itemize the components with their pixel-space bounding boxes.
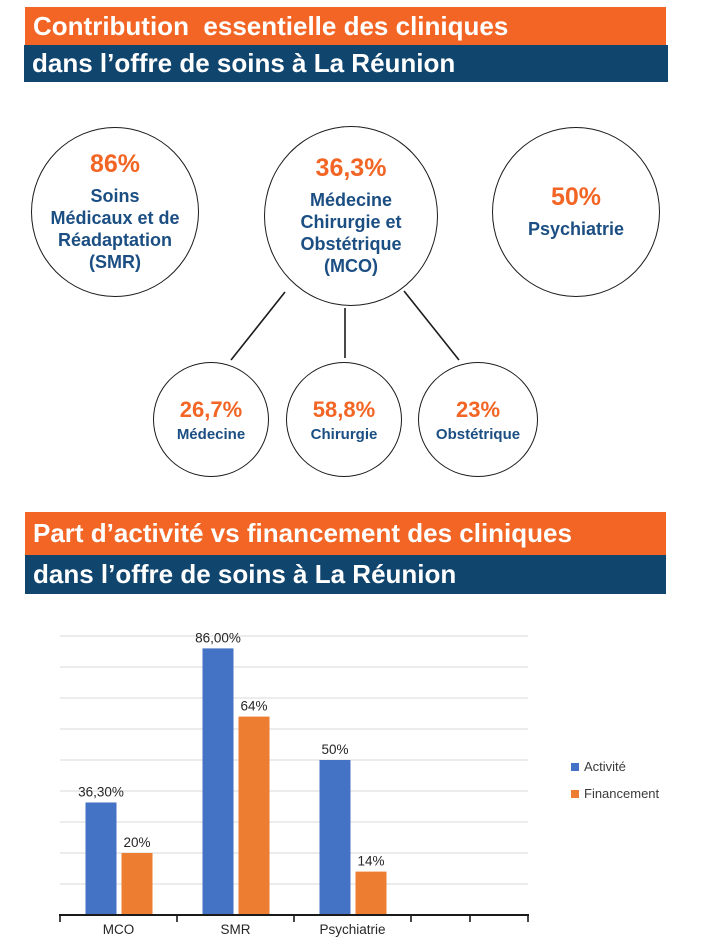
circle-mco: 36,3% Médecine Chirurgie et Obstétrique … xyxy=(264,126,438,306)
legend-swatch-financement xyxy=(571,790,579,798)
circle-obstetrique: 23% Obstétrique xyxy=(418,362,538,477)
bar-label-financement-smr: 64% xyxy=(240,699,267,714)
circle-chirurgie: 58,8% Chirurgie xyxy=(286,362,402,477)
circle-mco-value: 36,3% xyxy=(315,154,387,183)
circle-psychiatrie-value: 50% xyxy=(550,183,602,212)
circle-obstetrique-label: Obstétrique xyxy=(435,425,521,443)
circle-smr: 86% Soins Médicaux et de Réadaptation (S… xyxy=(31,127,199,297)
bar-activité-psychiatrie xyxy=(319,760,351,915)
bar-label-activité-mco: 36,30% xyxy=(78,784,124,799)
circle-chirurgie-value: 58,8% xyxy=(312,396,376,422)
bar-financement-psychiatrie xyxy=(355,871,387,915)
bar-chart: 36,30% 86,00% 50% 20% 64% 14% MCO SMR Psychiatri… xyxy=(0,600,707,947)
bar-activité-smr xyxy=(202,648,234,915)
bar-financement-smr xyxy=(238,716,270,915)
legend-label-financement: Financement xyxy=(584,786,660,801)
connector-line-obstetrique xyxy=(403,290,460,361)
circle-psychiatrie-label: Psychiatrie xyxy=(527,219,625,240)
category-label-smr: SMR xyxy=(221,922,251,937)
circle-medecine-value: 26,7% xyxy=(179,396,243,422)
circle-psychiatrie: 50% Psychiatrie xyxy=(492,127,660,297)
circle-medecine: 26,7% Médecine xyxy=(153,362,269,477)
category-label-mco: MCO xyxy=(103,922,135,937)
legend-swatch-activité xyxy=(571,763,579,771)
circle-mco-label: Médecine Chirurgie et Obstétrique (MCO) xyxy=(300,190,402,276)
header1-line2: dans l’offre de soins à La Réunion xyxy=(24,45,668,82)
header1-line1: Contribution essentielle des cliniques xyxy=(25,7,666,45)
circle-medecine-label: Médecine xyxy=(176,425,246,443)
bar-activité-mco xyxy=(85,802,117,915)
legend-label-activité: Activité xyxy=(584,759,626,774)
header2-line1: Part d’activité vs financement des clini… xyxy=(25,512,666,555)
circle-obstetrique-value: 23% xyxy=(455,396,501,422)
bar-label-activité-psychiatrie: 50% xyxy=(321,742,348,757)
bar-label-financement-mco: 20% xyxy=(123,835,150,850)
bar-chart-svg: 36,30% 86,00% 50% 20% 64% 14% MCO SMR Psychiatri… xyxy=(59,630,660,937)
category-label-psychiatrie: Psychiatrie xyxy=(319,922,385,937)
bar-label-financement-psychiatrie: 14% xyxy=(357,854,384,869)
bar-label-activité-smr: 86,00% xyxy=(195,630,241,645)
connector-line-medecine xyxy=(230,291,286,361)
circle-smr-value: 86% xyxy=(89,150,141,179)
circle-smr-label: Soins Médicaux et de Réadaptation (SMR) xyxy=(50,186,180,272)
bar-financement-mco xyxy=(121,853,153,915)
circle-chirurgie-label: Chirurgie xyxy=(310,425,378,443)
header2-line2: dans l’offre de soins à La Réunion xyxy=(25,555,666,594)
